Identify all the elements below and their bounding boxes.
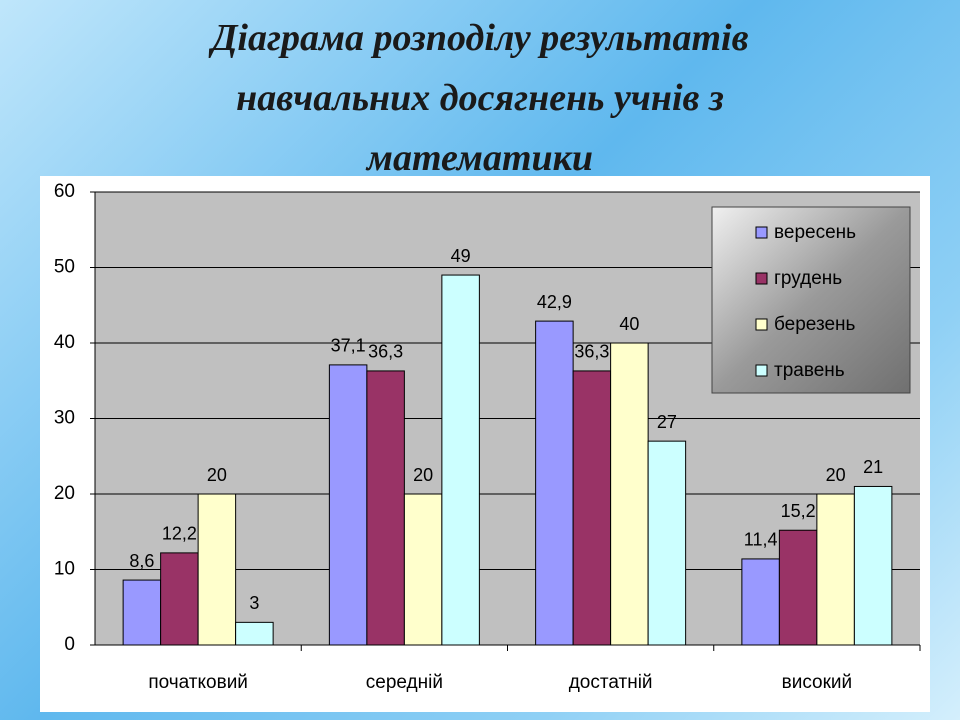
x-tick-label: початковий	[148, 672, 248, 693]
y-tick-label: 50	[54, 257, 75, 278]
y-tick-label: 20	[54, 483, 75, 504]
bar	[328, 364, 368, 646]
data-label: 21	[863, 457, 883, 477]
data-label: 36,3	[368, 342, 403, 362]
data-label: 36,3	[574, 342, 609, 362]
legend-label: березень	[774, 314, 856, 335]
data-label: 20	[826, 465, 846, 485]
data-label: 27	[657, 412, 677, 432]
bar	[778, 529, 818, 646]
x-tick-label: достатній	[569, 672, 653, 693]
legend-label: вересень	[774, 222, 856, 243]
bar	[853, 485, 893, 646]
bar	[122, 579, 162, 646]
bar	[535, 320, 574, 646]
data-label: 3	[249, 593, 259, 613]
data-label: 11,4	[744, 530, 778, 550]
data-label: 49	[451, 246, 471, 266]
bar	[197, 493, 237, 646]
bar	[741, 558, 780, 646]
bar	[441, 274, 480, 646]
y-tick-label: 30	[54, 408, 75, 429]
y-tick-label: 0	[64, 634, 75, 655]
data-label: 40	[619, 314, 639, 334]
y-tick-label: 60	[54, 181, 75, 202]
bar	[572, 370, 612, 646]
data-label: 12,2	[162, 524, 197, 544]
bar	[610, 342, 649, 646]
chart-title: Діаграма розподілу результатів навчальни…	[211, 17, 749, 179]
legend-swatch	[755, 226, 768, 239]
legend-label: грудень	[774, 268, 842, 289]
bar	[816, 493, 855, 646]
y-tick-label: 10	[54, 559, 75, 580]
bar	[647, 440, 687, 646]
bar	[366, 370, 405, 646]
bar	[403, 493, 443, 646]
data-label: 42,9	[537, 292, 572, 312]
legend-swatch	[755, 318, 768, 331]
legend-swatch	[755, 364, 768, 377]
data-label: 8,6	[129, 551, 154, 571]
x-tick-label: середній	[366, 672, 443, 693]
y-tick-label: 40	[54, 332, 75, 353]
data-label: 15,2	[781, 501, 816, 521]
data-label: 37,1	[331, 336, 366, 356]
legend-label: травень	[774, 360, 845, 381]
bar	[235, 621, 274, 646]
data-label: 20	[413, 465, 433, 485]
legend-swatch	[755, 272, 768, 285]
data-label: 20	[207, 465, 227, 485]
legend-box	[711, 206, 911, 394]
x-tick-label: високий	[782, 672, 853, 693]
bar	[160, 552, 199, 646]
